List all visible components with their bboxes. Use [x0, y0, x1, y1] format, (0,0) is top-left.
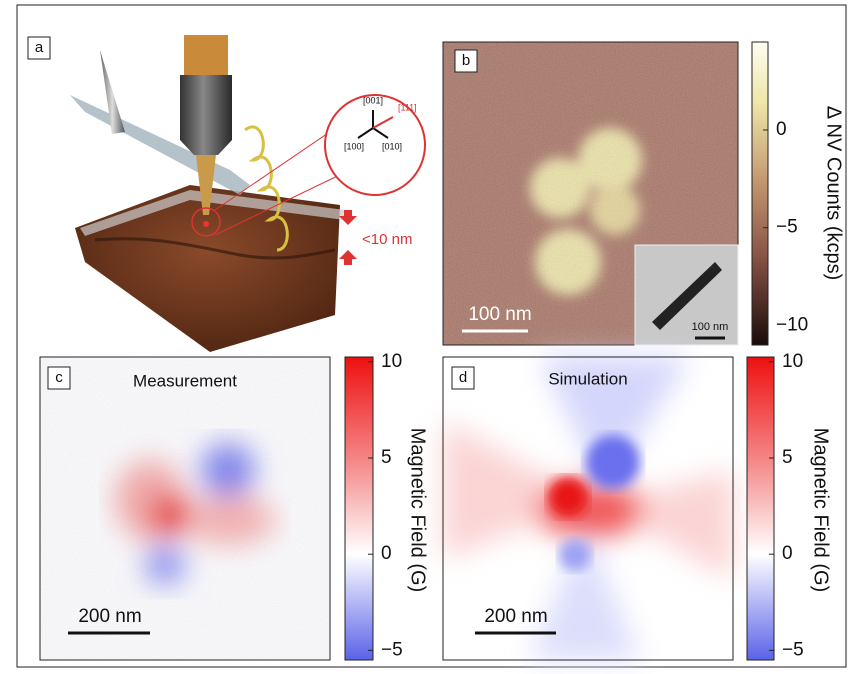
- depth-arrow: [339, 250, 357, 265]
- axis-label: [100]: [344, 141, 364, 151]
- colorbar-tick-label: −10: [776, 314, 808, 335]
- colorbar-label: Δ NV Counts (kcps): [823, 106, 845, 281]
- colorbar: [345, 357, 373, 660]
- panel-letter: a: [35, 39, 44, 56]
- colorbar-label: Magnetic Field (G): [407, 428, 429, 593]
- panel-d: d Simulation 200 nm Magnetic Field (G): [443, 357, 832, 660]
- colorbar-label: Magnetic Field (G): [810, 428, 832, 593]
- panel-title: Measurement: [133, 371, 237, 390]
- colorbar-tick-label: 5: [782, 447, 793, 468]
- beam: [184, 35, 228, 75]
- page: {"panels": { "a": {"label": "a", "axes":…: [0, 0, 863, 674]
- colorbar-tick-label: −5: [776, 217, 798, 238]
- panel-b: 100 nm 100 nm b Δ NV Counts (kcps): [443, 42, 845, 345]
- inset-scale-label: 100 nm: [692, 321, 729, 333]
- blue-core: [586, 435, 640, 489]
- scale-label: 200 nm: [78, 606, 141, 627]
- objective: [180, 75, 232, 155]
- blue-core: [559, 539, 591, 571]
- panel-title: Simulation: [548, 369, 627, 388]
- panel-letter: c: [55, 369, 63, 386]
- nv-center: [203, 221, 209, 227]
- depth-label: <10 nm: [362, 231, 412, 248]
- panel-letter: d: [459, 369, 467, 386]
- colorbar-tick-label: 10: [381, 351, 402, 372]
- colorbar-tick-label: −5: [381, 639, 403, 660]
- colorbar-tick-label: 10: [782, 351, 803, 372]
- colorbar: [747, 357, 774, 660]
- colorbar-tick-label: 0: [776, 119, 787, 140]
- colorbar-tick-label: 0: [782, 543, 793, 564]
- scale-label: 100 nm: [468, 304, 531, 325]
- axis-label: [001]: [363, 95, 383, 105]
- panel-letter: b: [462, 52, 470, 69]
- axis-label: [111]: [398, 102, 417, 112]
- panel-c: c Measurement 200 nm Magnetic Field (G): [40, 357, 429, 660]
- colorbar-tick-label: 0: [381, 543, 392, 564]
- figure: a [001] [111] [100] [010] <10 nm: [0, 0, 863, 674]
- colorbar-tick-label: −5: [782, 639, 804, 660]
- colorbar-tick-label: 5: [381, 447, 392, 468]
- panel-a: a [001] [111] [100] [010] <10 nm: [28, 35, 425, 352]
- colorbar: [752, 42, 768, 345]
- red-core: [548, 477, 588, 517]
- scale-label: 200 nm: [484, 606, 547, 627]
- axis-label: [010]: [382, 141, 402, 151]
